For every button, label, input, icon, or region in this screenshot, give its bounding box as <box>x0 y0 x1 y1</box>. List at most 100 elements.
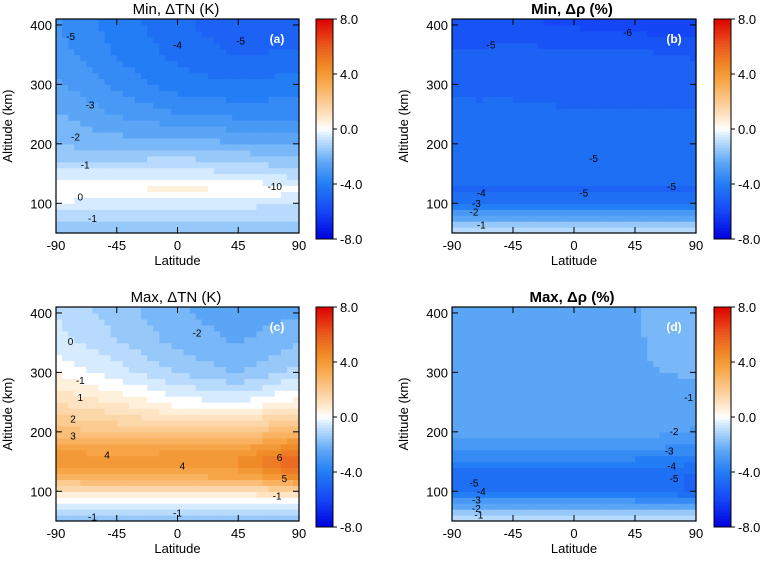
contour-cell <box>207 372 215 379</box>
contour-cell <box>74 209 81 216</box>
contour-cell <box>653 149 660 157</box>
contour-cell <box>506 120 514 127</box>
contour-cell <box>280 120 288 127</box>
y-tick-label: 100 <box>30 484 52 499</box>
contour-cell <box>74 137 81 145</box>
contour-cell <box>677 167 685 175</box>
contour-cell <box>207 354 215 362</box>
contour-cell <box>238 102 245 109</box>
colorbar-step <box>316 510 333 514</box>
colorbar-step <box>714 120 731 124</box>
contour-cell <box>134 473 142 480</box>
contour-cell <box>244 42 251 50</box>
contour-cell <box>62 461 69 469</box>
contour-cell <box>592 485 599 492</box>
contour-cell <box>165 509 173 516</box>
contour-cell <box>549 203 557 210</box>
contour-cell <box>268 312 276 320</box>
contour-cell <box>262 179 270 187</box>
contour-cell <box>268 96 276 103</box>
contour-cell <box>500 120 508 127</box>
contour-label: -1 <box>173 508 182 519</box>
contour-cell <box>677 120 685 127</box>
contour-cell <box>574 48 581 56</box>
contour-cell <box>452 131 459 139</box>
contour-cell <box>464 72 471 80</box>
colorbar-step <box>714 52 731 56</box>
colorbar-step <box>316 181 333 185</box>
contour-cell <box>537 72 545 80</box>
contour-cell <box>116 467 124 475</box>
contour-cell <box>531 24 538 32</box>
contour-cell <box>292 215 300 222</box>
contour-cell <box>476 24 484 32</box>
contour-cell <box>165 455 173 463</box>
contour-cell <box>286 443 294 451</box>
contour-cell <box>122 96 130 103</box>
contour-cell <box>195 78 203 85</box>
contour-cell <box>232 318 239 326</box>
colorbar-step <box>714 197 731 201</box>
contour-cell <box>549 96 557 103</box>
contour-cell <box>689 503 697 510</box>
contour-cell <box>141 360 148 368</box>
contour-cell <box>531 191 538 198</box>
contour-cell <box>653 72 660 80</box>
contour-cell <box>586 485 593 492</box>
contour-cell <box>256 120 264 127</box>
contour-cell <box>213 66 221 74</box>
contour-cell <box>68 372 75 379</box>
contour-cell <box>56 108 63 115</box>
contour-cell <box>201 402 209 409</box>
contour-cell <box>183 203 191 210</box>
contour-cell <box>201 60 209 68</box>
contour-cell <box>244 155 251 163</box>
colorbar-step <box>316 170 333 174</box>
contour-cell <box>134 455 142 463</box>
contour-cell <box>220 443 227 451</box>
contour-cell <box>262 414 270 421</box>
contour-cell <box>110 336 118 344</box>
contour-cell <box>268 491 276 498</box>
contour-cell <box>128 497 136 504</box>
contour-cell <box>74 203 81 210</box>
contour-cell <box>280 330 288 338</box>
contour-cell <box>98 84 106 91</box>
contour-cell <box>525 114 532 121</box>
contour-cell <box>128 461 136 469</box>
contour-cell <box>62 173 69 181</box>
contour-cell <box>531 197 538 204</box>
contour-cell <box>482 120 490 127</box>
contour-cell <box>189 408 197 415</box>
contour-cell <box>604 515 612 522</box>
contour-cell <box>574 185 581 192</box>
contour-cell <box>189 336 197 344</box>
contour-cell <box>122 372 130 379</box>
colorbar-step <box>316 318 333 322</box>
contour-cell <box>134 390 142 397</box>
contour-cell <box>506 131 514 139</box>
contour-cell <box>274 378 282 385</box>
contour-cell <box>116 461 124 469</box>
contour-cell <box>74 419 81 427</box>
contour-cell <box>689 485 697 492</box>
contour-cell <box>68 102 75 109</box>
contour-cell <box>201 185 209 192</box>
contour-cell <box>68 378 75 385</box>
contour-cell <box>165 461 173 469</box>
contour-cell <box>292 491 300 498</box>
contour-cell <box>256 342 264 350</box>
contour-cell <box>250 408 258 415</box>
contour-cell <box>80 307 87 314</box>
contour-cell <box>464 54 471 62</box>
contour-cell <box>153 515 160 522</box>
contour-cell <box>238 307 245 314</box>
contour-cell <box>159 324 166 332</box>
contour-cell <box>689 54 697 62</box>
contour-cell <box>500 137 508 145</box>
contour-cell <box>171 342 179 350</box>
contour-cell <box>122 221 130 228</box>
contour-field <box>452 307 697 522</box>
contour-cell <box>537 491 545 498</box>
contour-cell <box>134 114 142 121</box>
